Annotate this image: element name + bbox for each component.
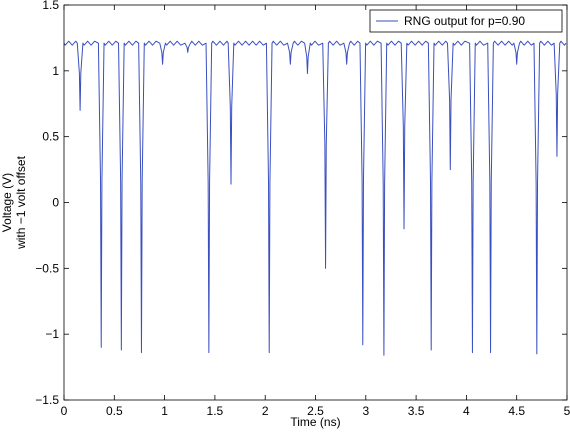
legend: RNG output for p=0.90 bbox=[369, 9, 563, 33]
y-tick-label: 1.5 bbox=[42, 0, 59, 12]
y-tick-label: 1 bbox=[52, 64, 59, 78]
axes: 0 0.5 1 1.5 2 2.5 3 3.5 4 4.5 5 −1.5 −1 −0.5 0 0.5 1 1.5 bbox=[35, 0, 570, 418]
x-tick-label: 1 bbox=[161, 404, 168, 418]
y-axis-label-secondary: with −1 volt offset bbox=[14, 155, 28, 249]
y-tick-label: 0 bbox=[52, 196, 59, 210]
x-tick-label: 3 bbox=[362, 404, 369, 418]
x-tick-label: 4 bbox=[463, 404, 470, 418]
legend-box bbox=[369, 9, 563, 33]
y-tick-label: −1 bbox=[45, 327, 59, 341]
legend-label: RNG output for p=0.90 bbox=[404, 14, 525, 28]
x-axis-label: Time (ns) bbox=[290, 415, 340, 429]
x-tick-label: 0 bbox=[61, 404, 68, 418]
x-tick-label: 2 bbox=[262, 404, 269, 418]
y-tick-label: −0.5 bbox=[35, 261, 59, 275]
y-tick-label: 0.5 bbox=[42, 130, 59, 144]
x-tick-label: 1.5 bbox=[207, 404, 224, 418]
x-tick-label: 3.5 bbox=[408, 404, 425, 418]
x-tick-label: 2.5 bbox=[307, 404, 324, 418]
y-axis-label: Voltage (V) bbox=[0, 173, 14, 232]
y-tick-label: −1.5 bbox=[35, 393, 59, 407]
x-tick-label: 0.5 bbox=[106, 404, 123, 418]
x-tick-label: 4.5 bbox=[508, 404, 525, 418]
x-tick-label: 5 bbox=[564, 404, 570, 418]
plot-area bbox=[63, 40, 567, 356]
series-line bbox=[63, 40, 567, 356]
